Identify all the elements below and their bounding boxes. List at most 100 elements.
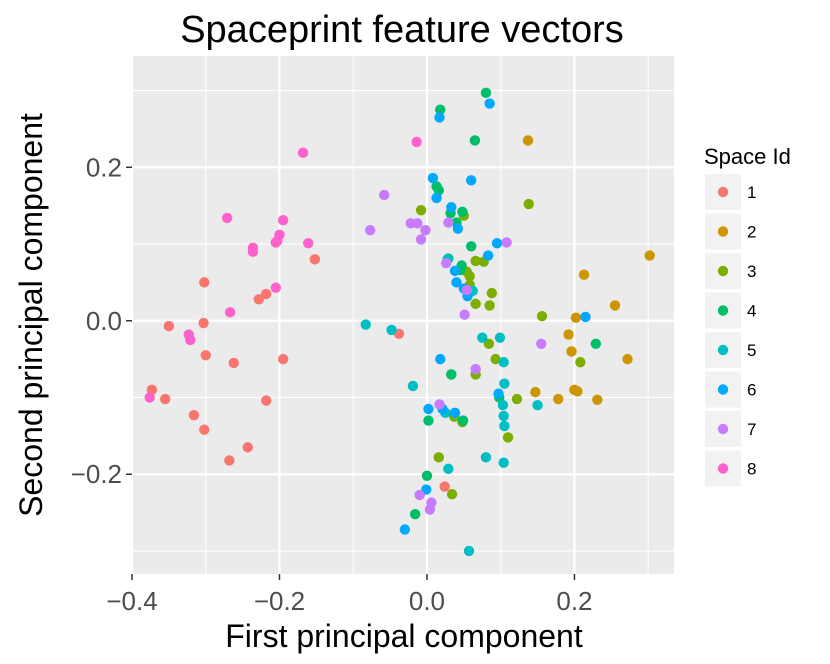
data-point bbox=[364, 225, 376, 236]
data-point bbox=[493, 388, 504, 399]
data-point bbox=[480, 452, 492, 463]
data-point bbox=[532, 399, 543, 411]
data-point bbox=[199, 277, 210, 288]
data-point bbox=[411, 136, 422, 148]
data-point bbox=[491, 238, 503, 249]
y-axis-title: Second principal component bbox=[13, 113, 49, 517]
data-point bbox=[466, 175, 477, 186]
data-point bbox=[431, 192, 442, 204]
series-1 bbox=[146, 254, 450, 492]
minor-gridlines bbox=[132, 56, 674, 574]
legend-item-4: 4 bbox=[705, 292, 756, 329]
data-point bbox=[163, 320, 175, 332]
data-point bbox=[490, 353, 501, 365]
data-point bbox=[470, 298, 481, 310]
data-point bbox=[570, 312, 582, 323]
data-point bbox=[253, 294, 265, 305]
data-point bbox=[461, 284, 472, 296]
data-point bbox=[572, 386, 583, 397]
data-point bbox=[477, 332, 488, 343]
data-point bbox=[563, 329, 574, 340]
data-point bbox=[412, 218, 423, 229]
series-8 bbox=[144, 136, 422, 403]
data-point bbox=[439, 481, 450, 492]
data-point bbox=[498, 457, 509, 468]
legend-label: 3 bbox=[747, 262, 756, 281]
y-tick-label: 0.2 bbox=[86, 152, 122, 182]
legend-item-7: 7 bbox=[705, 411, 756, 447]
data-point bbox=[499, 378, 510, 389]
data-point bbox=[644, 250, 655, 261]
legend-label: 6 bbox=[747, 381, 756, 400]
legend-key-point bbox=[717, 186, 729, 198]
series-2 bbox=[522, 135, 655, 405]
data-point bbox=[427, 172, 439, 184]
legend-label: 8 bbox=[747, 460, 756, 479]
legend-key-point bbox=[717, 265, 729, 277]
data-point bbox=[457, 415, 469, 426]
legend-item-3: 3 bbox=[705, 253, 756, 289]
data-point bbox=[309, 254, 321, 265]
data-point bbox=[188, 409, 200, 421]
data-point bbox=[497, 399, 509, 411]
series-7 bbox=[364, 189, 547, 515]
legend-label: 5 bbox=[747, 341, 756, 360]
data-point bbox=[484, 300, 495, 311]
legend-key-point bbox=[717, 305, 729, 316]
data-point bbox=[159, 393, 171, 405]
legend-item-8: 8 bbox=[705, 450, 756, 487]
legend-key-point bbox=[717, 384, 729, 395]
data-point bbox=[470, 255, 481, 267]
data-point bbox=[415, 234, 427, 245]
data-point bbox=[483, 338, 495, 349]
data-point bbox=[242, 442, 253, 453]
data-point bbox=[530, 386, 541, 398]
data-point bbox=[498, 356, 509, 368]
data-point bbox=[501, 237, 512, 248]
legend-title: Space Id bbox=[704, 144, 791, 169]
data-point bbox=[451, 277, 462, 288]
data-point bbox=[399, 524, 411, 535]
data-point bbox=[144, 392, 155, 403]
data-point bbox=[592, 394, 603, 405]
chart-title: Spaceprint feature vectors bbox=[180, 9, 624, 51]
data-point bbox=[224, 307, 236, 318]
data-point bbox=[415, 205, 427, 216]
data-point bbox=[446, 488, 458, 500]
data-point bbox=[409, 508, 421, 520]
x-tick-label: 0.2 bbox=[556, 586, 592, 616]
data-point bbox=[452, 223, 464, 234]
plot-panel bbox=[132, 56, 674, 574]
data-point bbox=[466, 241, 477, 252]
data-point bbox=[270, 237, 281, 248]
data-point bbox=[566, 346, 577, 357]
data-point bbox=[502, 432, 514, 443]
data-point bbox=[499, 420, 510, 432]
data-point bbox=[457, 206, 468, 217]
data-point bbox=[378, 189, 390, 201]
data-points bbox=[144, 87, 655, 557]
data-point bbox=[435, 353, 446, 365]
legend-key-point bbox=[717, 344, 729, 356]
data-point bbox=[443, 463, 454, 475]
data-point bbox=[449, 265, 461, 277]
data-point bbox=[580, 311, 591, 323]
data-point bbox=[609, 300, 621, 311]
y-tick-label: −0.2 bbox=[71, 459, 122, 489]
data-point bbox=[480, 87, 492, 99]
data-point bbox=[486, 287, 498, 299]
data-point bbox=[420, 225, 431, 236]
data-point bbox=[185, 334, 196, 346]
data-point bbox=[449, 407, 461, 419]
data-point bbox=[536, 338, 547, 349]
x-tick-label: −0.4 bbox=[106, 586, 157, 616]
legend-key-point bbox=[717, 226, 729, 237]
data-point bbox=[446, 201, 457, 213]
x-axis-title: First principal component bbox=[225, 618, 583, 654]
legend-item-6: 6 bbox=[705, 371, 756, 408]
legend-label: 1 bbox=[747, 183, 756, 202]
data-point bbox=[221, 212, 233, 224]
data-point bbox=[482, 250, 494, 261]
data-point bbox=[277, 215, 289, 226]
data-point bbox=[470, 363, 481, 375]
